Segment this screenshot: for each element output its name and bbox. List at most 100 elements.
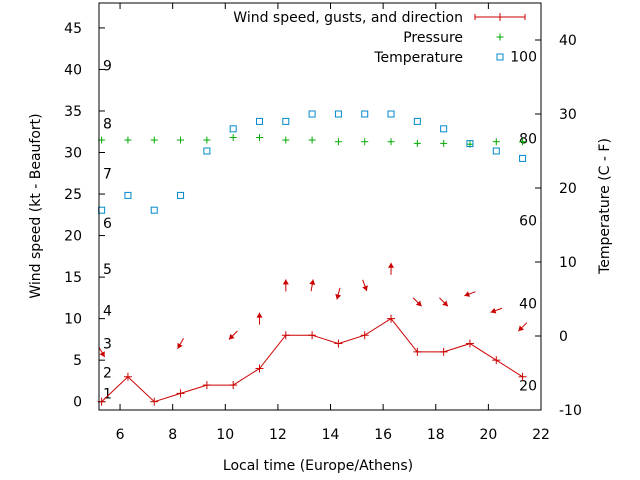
temperature-point: [413, 117, 421, 125]
temperature-point: [308, 110, 316, 118]
wind-speed-point: [360, 331, 369, 340]
pressure-point: [124, 136, 132, 144]
pressure-point: [519, 138, 527, 146]
wind-speed-point: [387, 314, 396, 323]
temperature-point: [229, 125, 237, 133]
x-tick-label: 18: [427, 427, 445, 443]
wind-speed-line: [101, 317, 523, 403]
arrow-head: [518, 325, 524, 332]
pressure-point: [334, 138, 342, 146]
fahrenheit-label: 20: [519, 379, 537, 395]
wind-direction-arrow: [439, 297, 449, 307]
beaufort-label: 1: [103, 386, 112, 402]
wind-direction-arrow: [309, 279, 316, 292]
beaufort-label: 4: [103, 303, 112, 319]
legend-label-wind: Wind speed, gusts, and direction: [233, 10, 463, 26]
pressure-point: [255, 134, 263, 142]
wind-speed-point: [281, 331, 290, 340]
x-tick-label: 8: [168, 427, 177, 443]
wind-direction-arrow: [98, 346, 106, 358]
pressure-point: [440, 139, 448, 147]
x-axis-label: Local time (Europe/Athens): [223, 458, 413, 474]
wind-speed-point: [308, 331, 317, 340]
wind-direction-arrow: [464, 291, 476, 297]
x-tick-label: 22: [532, 427, 550, 443]
y2-tick-label: 40: [559, 33, 577, 49]
temperature-point: [282, 117, 290, 125]
data-marks: [97, 110, 528, 406]
wind-speed-point: [255, 364, 264, 373]
pressure-point: [177, 136, 185, 144]
pressure-point: [387, 138, 395, 146]
y2-tick-label: 30: [559, 107, 577, 123]
wind-speed-point: [123, 372, 132, 381]
pressure-point: [361, 138, 369, 146]
y2-tick-label: -10: [559, 403, 582, 419]
x-tick-label: 10: [216, 427, 234, 443]
wind-direction-arrow: [412, 297, 422, 307]
arrow-head: [362, 285, 368, 292]
pressure-point: [413, 139, 421, 147]
y2-tick-label: 20: [559, 181, 577, 197]
fahrenheit-label: 80: [519, 131, 537, 147]
fahrenheit-label: 60: [519, 214, 537, 230]
fahrenheit-label: 100: [510, 49, 537, 65]
wind-speed-point: [465, 339, 474, 348]
temperature-point: [334, 110, 342, 118]
arrow-head: [490, 307, 497, 314]
x-tick-label: 14: [322, 427, 340, 443]
wind-direction-arrow: [256, 312, 263, 325]
legend-label-pressure: Pressure: [403, 30, 463, 46]
y-tick-label: 35: [64, 104, 82, 120]
temperature-point: [98, 206, 106, 214]
temperature-point: [177, 191, 185, 199]
temperature-point: [492, 147, 500, 155]
arrow-head: [282, 279, 289, 285]
beaufort-label: 6: [103, 216, 112, 232]
y-tick-label: 15: [64, 270, 82, 286]
arrow-head: [415, 300, 422, 307]
plot-frame: [98, 2, 542, 411]
y-tick-label: 5: [73, 353, 82, 369]
beaufort-label: 2: [103, 366, 112, 382]
pressure-point: [229, 134, 237, 142]
wind-direction-arrow: [490, 307, 503, 314]
x-tick-label: 6: [116, 427, 125, 443]
temperature-point: [150, 206, 158, 214]
x-tick-label: 16: [374, 427, 392, 443]
arrow-head: [464, 291, 471, 297]
wind-speed-point: [492, 356, 501, 365]
temperature-point: [203, 147, 211, 155]
wind-speed-point: [518, 372, 527, 381]
y-tick-label: 20: [64, 229, 82, 245]
arrow-head: [228, 333, 235, 340]
wind-direction-arrow: [388, 262, 395, 275]
wind-speed-point: [439, 347, 448, 356]
temperature-point: [387, 110, 395, 118]
y-tick-label: 25: [64, 187, 82, 203]
wind-direction-arrow: [177, 338, 184, 349]
beaufort-label: 5: [103, 262, 112, 278]
pressure-point: [203, 136, 211, 144]
beaufort-label: 7: [103, 166, 112, 182]
arrow-head: [99, 351, 105, 358]
temperature-point: [255, 117, 263, 125]
fahrenheit-label: 40: [519, 296, 537, 312]
y2-tick-label: 10: [559, 255, 577, 271]
y-tick-label: 10: [64, 312, 82, 328]
arrow-head: [309, 279, 316, 285]
wind-speed-point: [413, 347, 422, 356]
pressure-point: [150, 136, 158, 144]
pressure-point: [282, 136, 290, 144]
arrow-head: [442, 300, 448, 307]
temperature-point: [124, 191, 132, 199]
wind-speed-point: [334, 339, 343, 348]
beaufort-label: 3: [103, 337, 112, 353]
arrow-head: [335, 293, 342, 300]
wind-speed-point: [229, 381, 238, 390]
temperature-point: [466, 140, 474, 148]
wind-direction-arrow: [282, 279, 289, 292]
legend: Wind speed, gusts, and direction Pressure…: [233, 10, 526, 66]
y2-axis-label: Temperature (C - F): [597, 138, 613, 275]
